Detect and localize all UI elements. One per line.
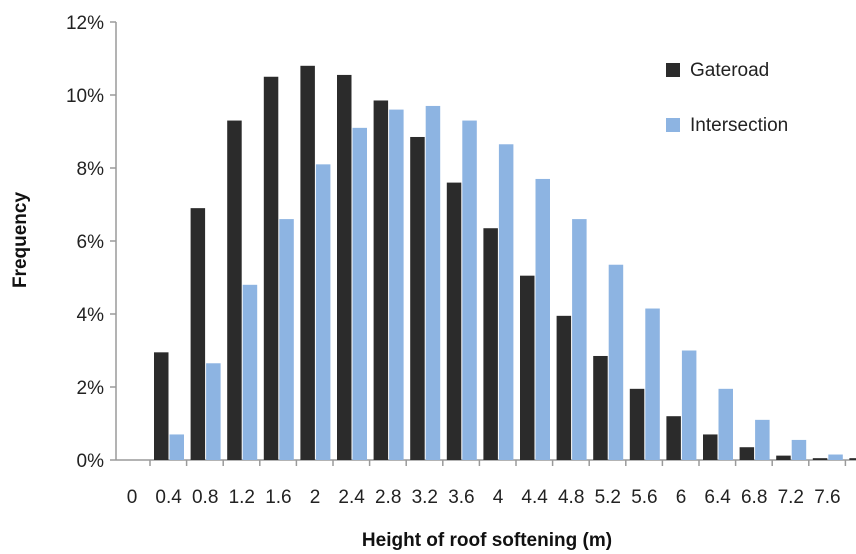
bar-gateroad-2 (227, 120, 242, 461)
bar-intersection-7 (425, 105, 441, 460)
y-axis-title: Frequency (10, 192, 31, 289)
bar-intersection-0 (169, 434, 184, 460)
x-tick-label: 2.8 (375, 487, 401, 508)
x-tick-label: 4.4 (521, 487, 548, 508)
y-tick-label: 10% (66, 86, 104, 107)
bar-gateroad-18 (812, 458, 828, 460)
x-tick-label: 4 (493, 487, 504, 508)
x-tick-label: 5.6 (631, 487, 657, 508)
bar-intersection-5 (352, 127, 367, 460)
bar-gateroad-9 (483, 228, 498, 460)
bar-gateroad-7 (410, 136, 425, 460)
bar-intersection-3 (279, 219, 294, 460)
y-tick-label: 2% (77, 378, 105, 399)
bar-intersection-8 (462, 120, 477, 461)
bar-gateroad-19 (849, 458, 856, 460)
legend-label-intersection: Intersection (690, 115, 788, 136)
bar-intersection-14 (681, 350, 697, 460)
x-tick-label: 7.6 (814, 487, 840, 508)
y-tick-label: 0% (77, 451, 105, 472)
bar-gateroad-5 (337, 74, 352, 461)
x-tick-label: 4.8 (558, 487, 584, 508)
x-tick-label: 3.2 (412, 487, 438, 508)
bar-gateroad-3 (263, 76, 279, 460)
y-tick-label: 8% (77, 159, 105, 180)
legend-label-gateroad: Gateroad (690, 60, 769, 81)
y-tick-label: 4% (77, 305, 105, 326)
x-tick-label: 6.4 (704, 487, 731, 508)
x-tick-label: 7.2 (778, 487, 804, 508)
bar-intersection-13 (645, 308, 660, 460)
bar-intersection-1 (206, 363, 221, 460)
bar-gateroad-8 (446, 182, 462, 460)
bar-gateroad-4 (300, 65, 315, 461)
legend-swatch-intersection (666, 118, 680, 132)
x-tick-label: 0.4 (155, 487, 182, 508)
x-tick-label: 6.8 (741, 487, 767, 508)
bar-gateroad-17 (776, 455, 791, 460)
bar-intersection-6 (389, 109, 404, 460)
bar-gateroad-13 (629, 388, 645, 460)
bar-intersection-12 (608, 264, 624, 460)
bar-intersection-11 (572, 219, 587, 460)
bar-intersection-4 (315, 164, 331, 460)
x-tick-label: 2.4 (338, 487, 365, 508)
bar-gateroad-15 (703, 434, 718, 460)
bar-gateroad-10 (520, 275, 535, 460)
bar-intersection-9 (498, 144, 514, 460)
bar-intersection-10 (535, 178, 550, 460)
bar-intersection-17 (791, 439, 807, 460)
bars-group (154, 65, 856, 461)
x-tick-label: 1.6 (265, 487, 291, 508)
x-tick-label: 2 (310, 487, 321, 508)
x-tick-label: 3.6 (448, 487, 474, 508)
x-axis: 0 0.4 0.8 1.2 1.6 2 2.4 2.8 3.2 3.6 4 4.4 4.8 5.2 5.6 6… (116, 459, 856, 508)
x-tick-label: 0.8 (192, 487, 218, 508)
bar-gateroad-11 (556, 315, 572, 460)
x-tick-label: 1.2 (229, 487, 255, 508)
legend: Gateroad Intersection (666, 60, 788, 136)
bar-gateroad-16 (739, 447, 755, 460)
x-tick-label: 6 (676, 487, 687, 508)
bar-gateroad-14 (666, 416, 681, 460)
bar-intersection-18 (828, 454, 843, 460)
y-tick-label: 12% (66, 13, 104, 34)
bar-gateroad-1 (190, 208, 206, 460)
bar-gateroad-12 (593, 355, 608, 460)
y-tick-label: 6% (77, 232, 105, 253)
x-tick-label: 5.2 (595, 487, 621, 508)
bar-intersection-2 (242, 284, 258, 460)
bar-gateroad-6 (373, 100, 389, 460)
x-axis-title: Height of roof softening (m) (362, 530, 612, 551)
bar-intersection-15 (718, 388, 733, 460)
bar-intersection-16 (755, 419, 770, 460)
x-tick-label: 0 (127, 487, 138, 508)
y-axis: 0% 2% 4% 6% 8% 10% 12% (66, 13, 117, 472)
legend-swatch-gateroad (666, 63, 680, 77)
bar-gateroad-0 (154, 352, 169, 460)
